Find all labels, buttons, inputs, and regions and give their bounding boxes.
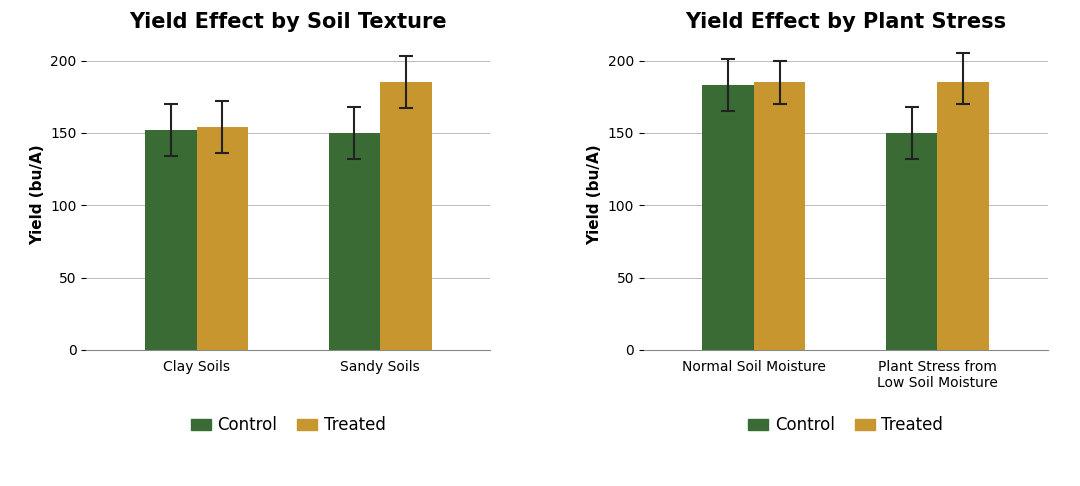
Bar [702, 85, 754, 350]
Title: Yield Effect by Plant Stress: Yield Effect by Plant Stress [685, 12, 1007, 32]
Bar [886, 133, 937, 350]
Bar [937, 82, 989, 350]
Y-axis label: Yield (bu/A): Yield (bu/A) [588, 144, 602, 245]
Legend: Control, Treated: Control, Treated [184, 410, 392, 441]
Bar [145, 130, 197, 350]
Y-axis label: Yield (bu/A): Yield (bu/A) [30, 144, 44, 245]
Bar [328, 133, 380, 350]
Bar [380, 82, 432, 350]
Title: Yield Effect by Soil Texture: Yield Effect by Soil Texture [130, 12, 447, 32]
Legend: Control, Treated: Control, Treated [742, 410, 950, 441]
Bar [754, 82, 806, 350]
Bar [197, 127, 248, 350]
